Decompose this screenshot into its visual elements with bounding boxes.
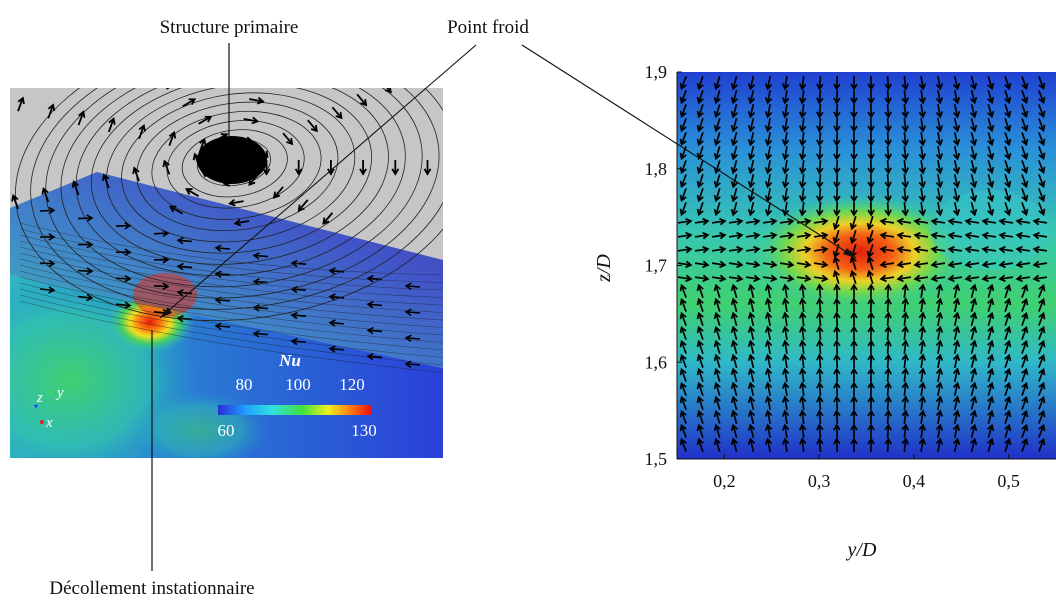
- vortex-arrow-head: [156, 64, 162, 69]
- colorbar-title: Nu: [278, 351, 301, 370]
- colorbar-tick-60: 60: [218, 421, 235, 440]
- vortex-arrow: [255, 79, 269, 81]
- y-tick-label: 1,7: [645, 256, 668, 276]
- colorbar-tick-120: 120: [339, 375, 365, 394]
- vortex-arrow: [134, 47, 146, 54]
- vortex-arrow-head: [274, 38, 280, 44]
- x-tick-label: 0,3: [808, 471, 831, 491]
- label-decollement-instationnaire: Décollement instationnaire: [49, 578, 254, 599]
- vortex-core: [197, 136, 267, 184]
- vortex-arrow: [150, 64, 162, 71]
- wall-green-tail: [130, 390, 270, 470]
- triad-y-dot: [49, 390, 52, 393]
- y-tick-label: 1,6: [645, 352, 668, 372]
- contour-cyan-patch: [930, 190, 1050, 270]
- vortex-arrow: [266, 39, 280, 41]
- x-tick-label: 0,5: [997, 471, 1020, 491]
- triad-y-label: y: [55, 385, 64, 401]
- vortex-arrow-head: [269, 58, 275, 64]
- vortex-arrow: [260, 59, 274, 61]
- x-tick-label: 0,2: [713, 471, 736, 491]
- y-tick-label: 1,9: [645, 62, 668, 82]
- vortex-arrow: [406, 68, 415, 79]
- triad-x-label: x: [45, 415, 53, 431]
- vortex-arrow-head: [457, 169, 463, 174]
- label-point-froid: Point froid: [447, 17, 529, 38]
- render-3d-panel: Nu 80 100 120 60 130 z y x: [0, 0, 492, 490]
- vortex-arrow-head: [124, 29, 130, 34]
- y-axis-title: z/D: [593, 254, 615, 283]
- y-tick-label: 1,8: [645, 159, 668, 179]
- colorbar-gradient: [218, 405, 371, 415]
- triad-x-dot: [40, 420, 44, 424]
- vortex-arrow-head: [173, 82, 179, 87]
- colorbar-tick-130: 130: [351, 421, 377, 440]
- x-axis-title: y/D: [846, 539, 877, 561]
- vortex-arrow-head: [140, 47, 146, 52]
- vortex-arrow: [118, 30, 130, 37]
- x-tick-label: 0,4: [903, 471, 926, 491]
- colorbar-tick-80: 80: [236, 375, 253, 394]
- y-tick-label: 1,5: [645, 449, 668, 469]
- vortex-arrow-head: [263, 78, 269, 84]
- label-structure-primaire: Structure primaire: [160, 17, 299, 38]
- vortex-arrow-head: [410, 73, 416, 79]
- vortex-arrow: [166, 82, 178, 89]
- colorbar-tick-100: 100: [285, 375, 311, 394]
- triad-z-label: z: [36, 390, 43, 406]
- vector-field-chart: 0,2 0,3 0,4 0,5 1,5 1,6 1,7 1,8 1,9 y/D z/D: [593, 62, 1056, 561]
- triad-z-dot: [34, 404, 37, 407]
